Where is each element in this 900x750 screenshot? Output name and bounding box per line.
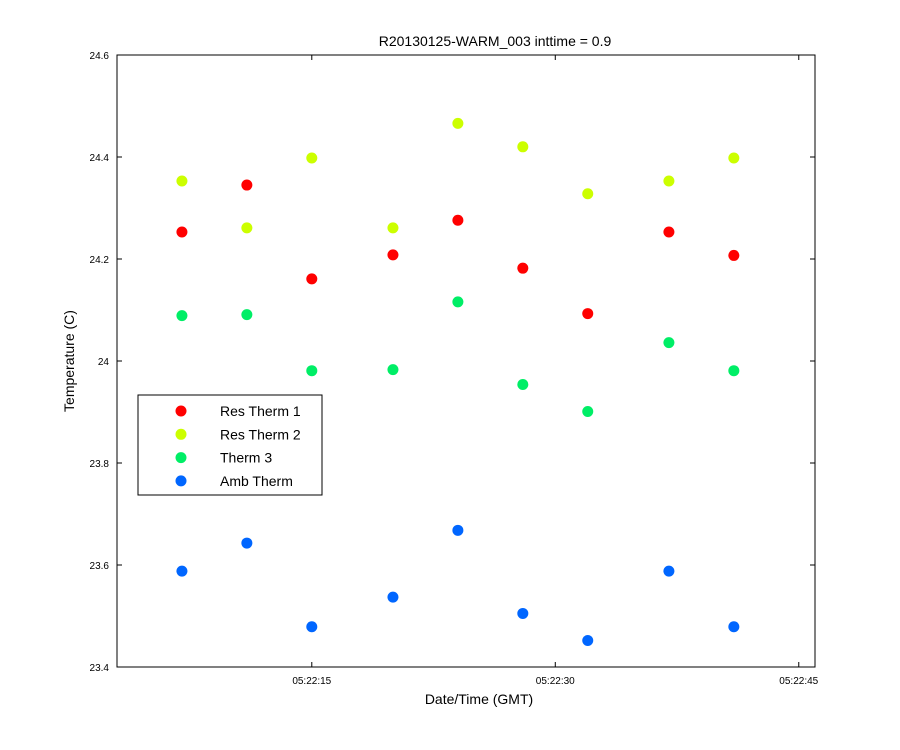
legend-label: Res Therm 1 — [220, 403, 301, 419]
legend-label: Res Therm 2 — [220, 426, 301, 442]
legend: Res Therm 1 Res Therm 2 Therm 3 Amb Therm — [137, 394, 323, 496]
plot-area — [116, 54, 816, 668]
y-tick-label: 23.6 — [90, 561, 110, 572]
data-point — [728, 152, 740, 164]
data-point — [517, 607, 529, 619]
data-point — [176, 175, 188, 187]
data-point — [306, 273, 318, 285]
legend-box — [137, 394, 323, 496]
data-point — [306, 152, 318, 164]
series-3 — [176, 524, 740, 646]
series-2 — [176, 296, 740, 417]
y-tick-label: 24.2 — [90, 255, 110, 266]
data-point — [517, 141, 529, 153]
x-axis: 05:22:15 05:22:30 05:22:45 — [292, 55, 819, 687]
y-axis-label: Temperature (C) — [61, 310, 77, 412]
data-point — [241, 537, 253, 549]
data-point — [663, 226, 675, 238]
data-point — [241, 179, 253, 191]
legend-marker — [175, 428, 187, 440]
legend-label: Therm 3 — [220, 450, 272, 466]
x-axis-label: Date/Time (GMT) — [425, 691, 533, 707]
data-point — [452, 296, 464, 308]
data-point — [452, 524, 464, 536]
data-point — [176, 310, 188, 322]
data-point — [582, 308, 594, 320]
data-point — [452, 117, 464, 129]
data-point — [728, 621, 740, 633]
data-point — [582, 634, 594, 646]
x-tick-label: 05:22:30 — [536, 676, 575, 687]
data-point — [306, 621, 318, 633]
data-points — [176, 117, 740, 646]
data-point — [176, 565, 188, 577]
data-point — [387, 364, 399, 376]
data-point — [241, 309, 253, 321]
legend-marker — [175, 405, 187, 417]
x-tick-label: 05:22:15 — [292, 676, 331, 687]
legend-marker — [175, 452, 187, 464]
data-point — [663, 337, 675, 349]
data-point — [517, 378, 529, 390]
data-point — [582, 405, 594, 417]
chart-title: R20130125-WARM_003 inttime = 0.9 — [379, 33, 612, 49]
legend-label: Amb Therm — [220, 473, 293, 489]
data-point — [663, 565, 675, 577]
data-point — [306, 365, 318, 377]
data-point — [728, 249, 740, 261]
series-0 — [176, 179, 740, 320]
y-axis: 23.4 23.6 23.8 24 24.2 24.4 24.6 — [90, 51, 815, 674]
y-tick-label: 24 — [98, 357, 110, 368]
y-tick-label: 24.6 — [90, 51, 110, 62]
y-tick-label: 24.4 — [90, 153, 110, 164]
y-tick-label: 23.8 — [90, 459, 110, 470]
series-1 — [176, 117, 740, 234]
data-point — [663, 175, 675, 187]
data-point — [517, 262, 529, 274]
data-point — [452, 214, 464, 226]
y-tick-label: 23.4 — [90, 663, 110, 674]
data-point — [387, 222, 399, 234]
data-point — [387, 591, 399, 603]
data-point — [176, 226, 188, 238]
data-point — [241, 222, 253, 234]
data-point — [387, 249, 399, 261]
data-point — [582, 188, 594, 200]
legend-marker — [175, 475, 187, 487]
x-tick-label: 05:22:45 — [779, 676, 818, 687]
data-point — [728, 365, 740, 377]
